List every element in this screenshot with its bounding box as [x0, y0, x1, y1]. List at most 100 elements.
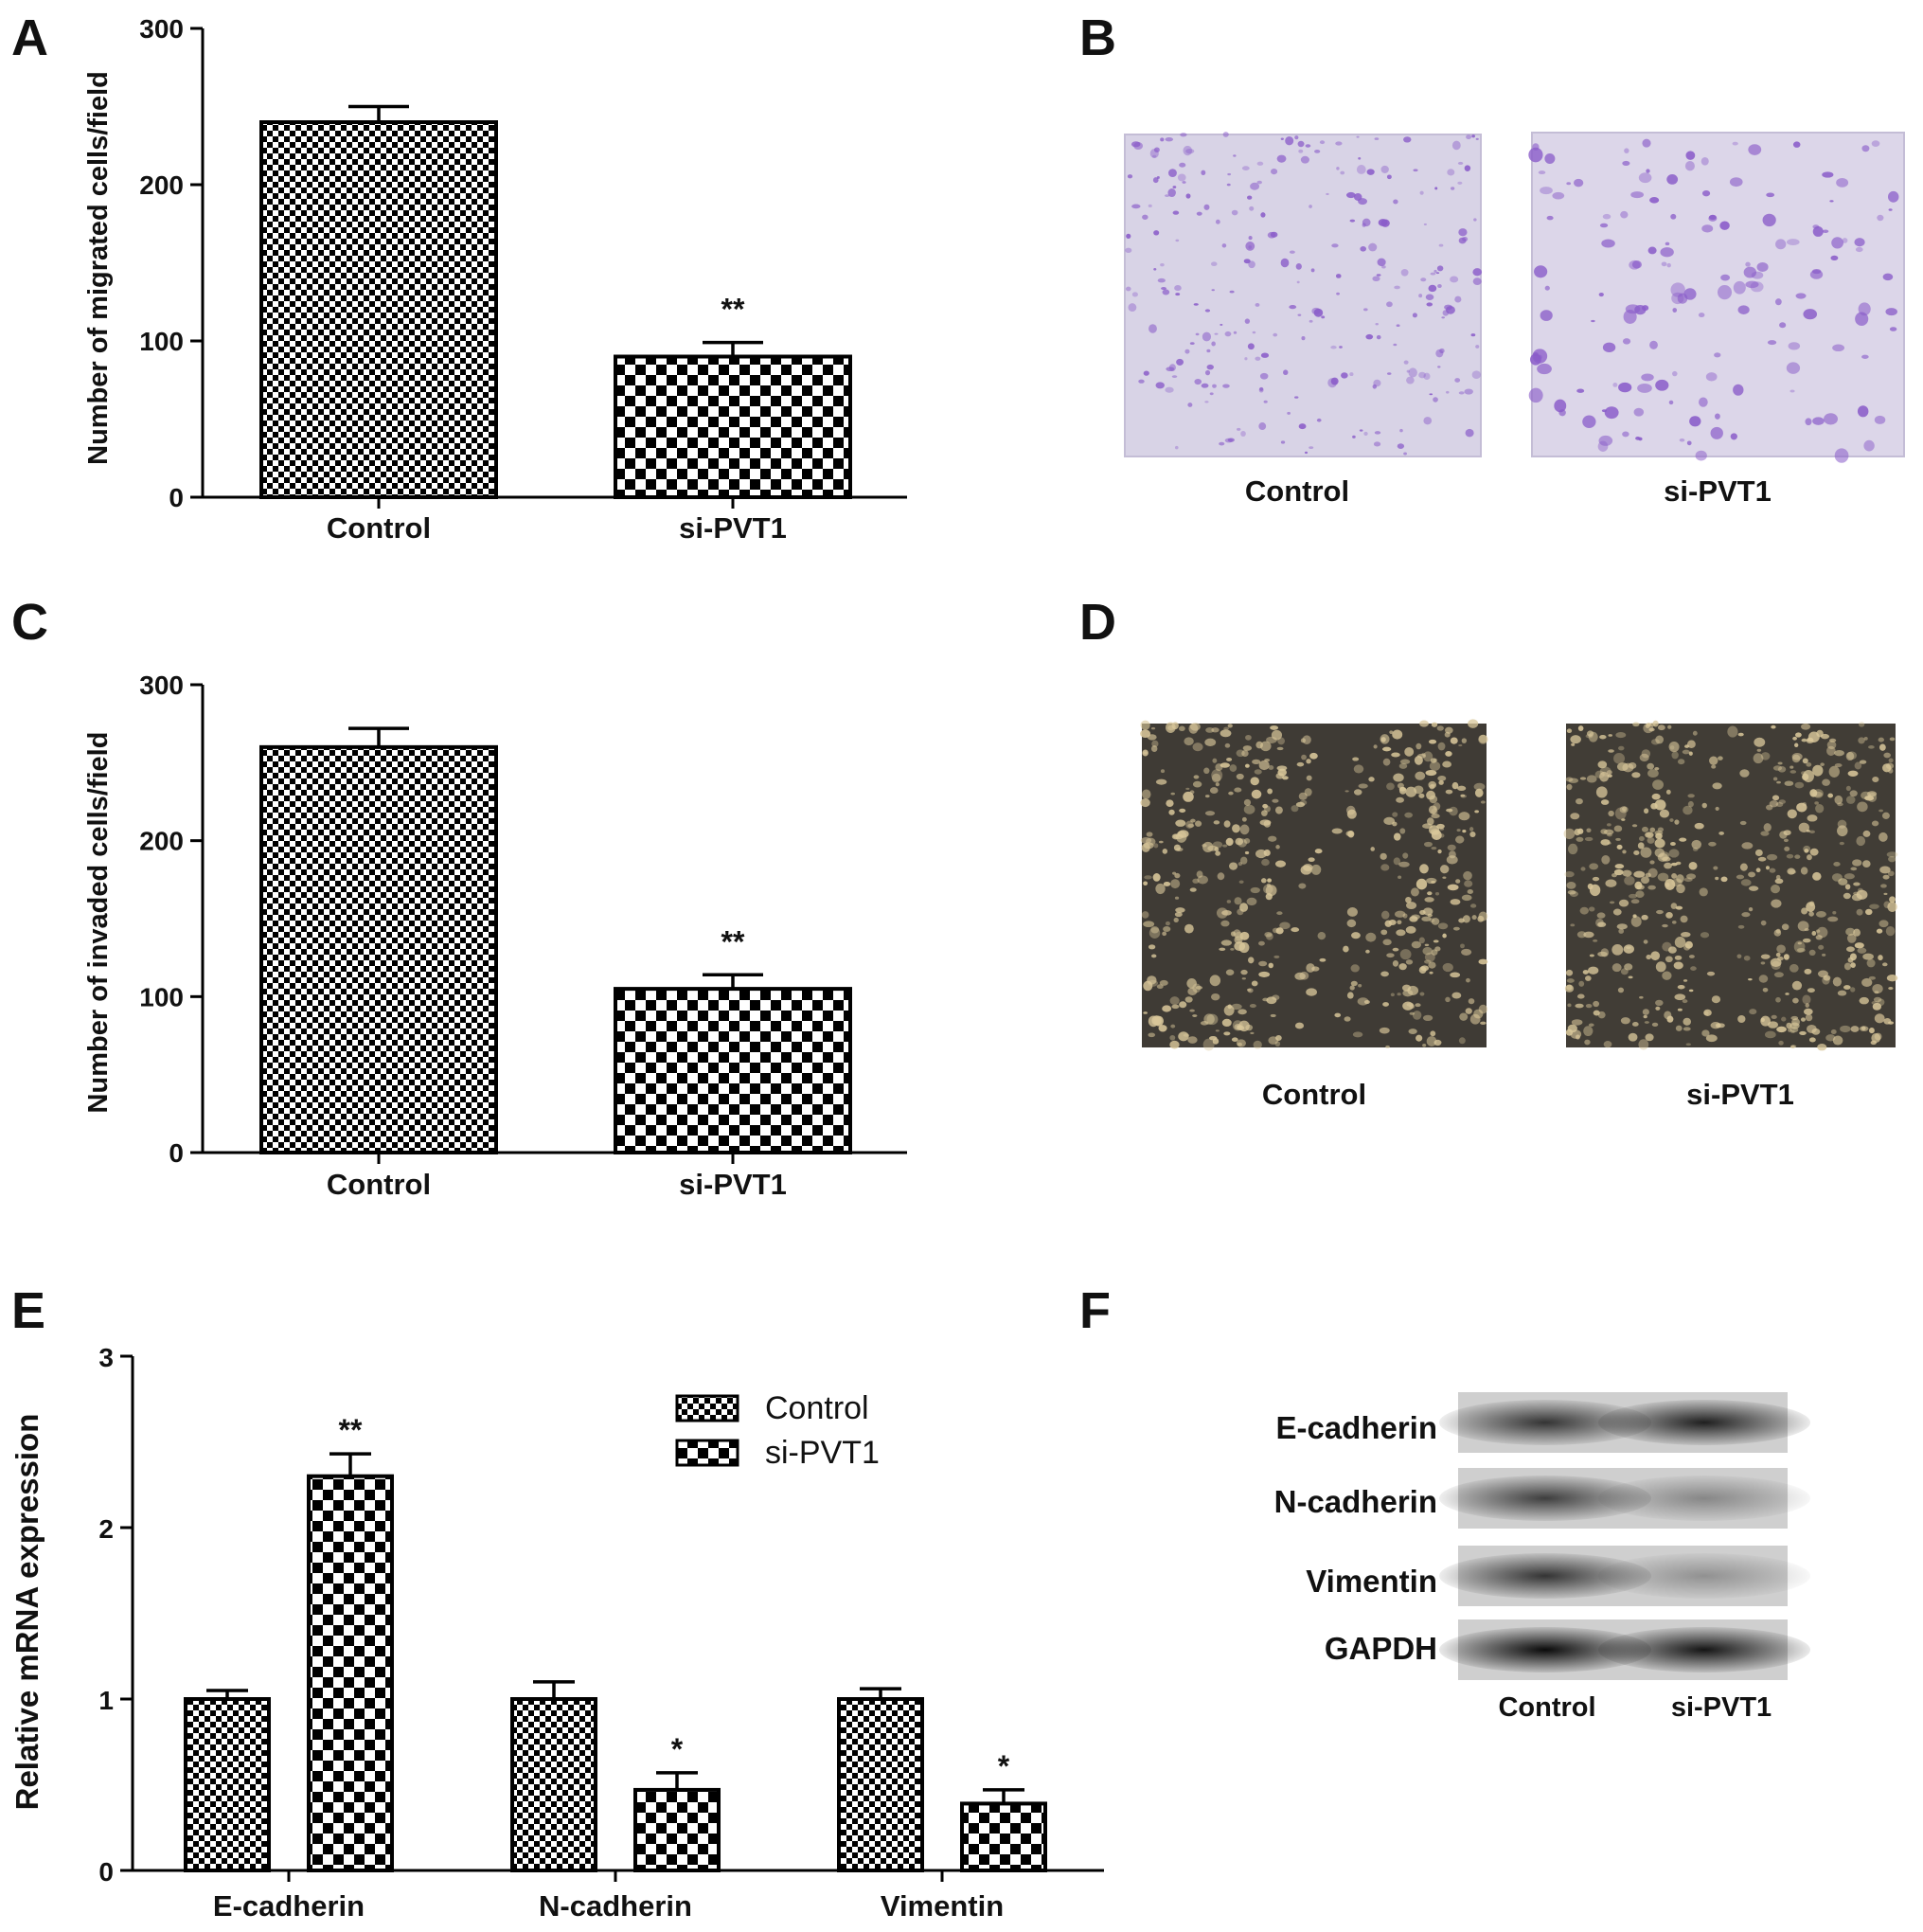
micrograph-cell [1206, 1013, 1219, 1026]
micrograph-cell [1628, 975, 1633, 979]
micrograph-cell [1749, 1009, 1757, 1015]
micrograph-cell [1715, 413, 1720, 420]
micrograph-cell [1649, 827, 1656, 832]
micrograph-cell [1778, 799, 1787, 804]
micrograph-cell [1345, 805, 1356, 815]
micrograph-cell [1458, 743, 1463, 747]
micrograph-cell [1593, 1010, 1600, 1016]
micrograph-cell [1451, 781, 1459, 790]
micrograph-cell [1433, 269, 1437, 274]
micrograph-cell [1144, 875, 1152, 880]
micrograph-cell [1670, 903, 1678, 909]
micrograph-cell [1781, 1016, 1787, 1022]
micrograph-cell [1230, 931, 1236, 937]
micrograph-cell [1157, 277, 1166, 283]
micrograph-cell [1554, 399, 1567, 413]
micrograph-cell [1670, 862, 1678, 867]
micrograph-cell [1380, 971, 1389, 977]
micrograph-cell [1365, 333, 1374, 340]
micrograph-cell [1402, 913, 1408, 919]
micrograph-cell [1465, 1008, 1472, 1014]
micrograph-cell [1195, 332, 1200, 336]
micrograph-cell [1317, 932, 1327, 940]
micrograph-cell [1888, 208, 1893, 211]
micrograph-cell [1460, 794, 1466, 797]
micrograph-cell [1358, 984, 1362, 988]
micrograph-cell [1252, 759, 1261, 764]
micrograph-cell [1595, 918, 1604, 927]
micrograph-cell [1767, 1021, 1779, 1029]
chart-e-significance-marker: ** [339, 1413, 363, 1447]
micrograph-cell [1850, 962, 1856, 968]
micrograph-cell [1832, 344, 1845, 352]
micrograph-cell [1403, 360, 1409, 365]
micrograph-cell [1790, 1029, 1795, 1033]
micrograph-cell [1368, 777, 1375, 782]
micrograph-cell [1480, 800, 1486, 804]
micrograph-cell [1291, 805, 1299, 813]
micrograph-cell [1886, 975, 1898, 982]
micrograph-cell [1781, 923, 1789, 931]
micrograph-cell [1851, 893, 1862, 902]
micrograph-cell [1262, 803, 1269, 809]
micrograph-cell [1764, 1030, 1776, 1039]
micrograph-cell [1552, 191, 1565, 200]
micrograph-cell [1245, 734, 1252, 741]
micrograph-cell [1294, 396, 1299, 399]
micrograph-cell [1770, 957, 1782, 968]
micrograph-cell [1370, 847, 1375, 851]
micrograph-cell [1477, 915, 1485, 922]
micrograph-cell [1737, 732, 1744, 737]
micrograph-cell [1869, 903, 1879, 909]
micrograph-cell [1754, 737, 1766, 747]
micrograph-cell [1211, 773, 1221, 783]
micrograph-cell [1389, 730, 1394, 735]
micrograph-cell [1712, 782, 1722, 790]
micrograph-cell [1834, 763, 1843, 768]
micrograph-cell [1473, 782, 1486, 791]
micrograph-cell [1832, 1035, 1843, 1046]
micrograph-cell [1737, 305, 1750, 314]
micrograph-cell [1576, 993, 1585, 999]
micrograph-cell [1676, 874, 1684, 884]
micrograph-cell [1224, 742, 1231, 748]
micrograph-cell [1688, 989, 1694, 993]
micrograph-cell [1655, 735, 1665, 744]
micrograph-cell [1248, 260, 1255, 269]
micrograph-cell [1797, 941, 1802, 945]
micrograph-cell [1427, 891, 1433, 896]
micrograph-cell [1392, 812, 1398, 817]
micrograph-cell [1306, 963, 1315, 973]
micrograph-cell [1668, 400, 1674, 405]
micrograph-cell [1815, 803, 1825, 814]
micrograph-cell [1266, 996, 1277, 1005]
micrograph-cell [1376, 274, 1381, 277]
micrograph-cell [1857, 947, 1867, 954]
micrograph-cell [1189, 342, 1195, 345]
micrograph-cell [1460, 943, 1465, 949]
micrograph-cell [1384, 920, 1393, 927]
micrograph-cell [1224, 331, 1232, 337]
micrograph-cell [1232, 1020, 1243, 1031]
micrograph-cell [1170, 1024, 1176, 1029]
micrograph-cell [1169, 1040, 1180, 1049]
micrograph-cell [1415, 1003, 1421, 1008]
micrograph-cell [1600, 839, 1611, 846]
micrograph-cell [1398, 875, 1402, 879]
micrograph-cell [1296, 280, 1300, 284]
micrograph-cell [1398, 787, 1407, 795]
micrograph-cell [1228, 791, 1234, 796]
micrograph-cell [1802, 758, 1808, 764]
micrograph-cell [1599, 771, 1610, 782]
micrograph-cell [1260, 878, 1267, 884]
micrograph-cell [1475, 345, 1480, 349]
micrograph-cell [1377, 258, 1386, 267]
micrograph-cell [1597, 760, 1608, 769]
micrograph-cell [1177, 173, 1186, 182]
micrograph-cell [1192, 780, 1202, 788]
micrograph-cell [1858, 737, 1865, 744]
micrograph-cell [1602, 342, 1616, 353]
micrograph-cell [1148, 324, 1157, 333]
micrograph-cell [1444, 304, 1453, 311]
micrograph-cell [1438, 779, 1444, 785]
